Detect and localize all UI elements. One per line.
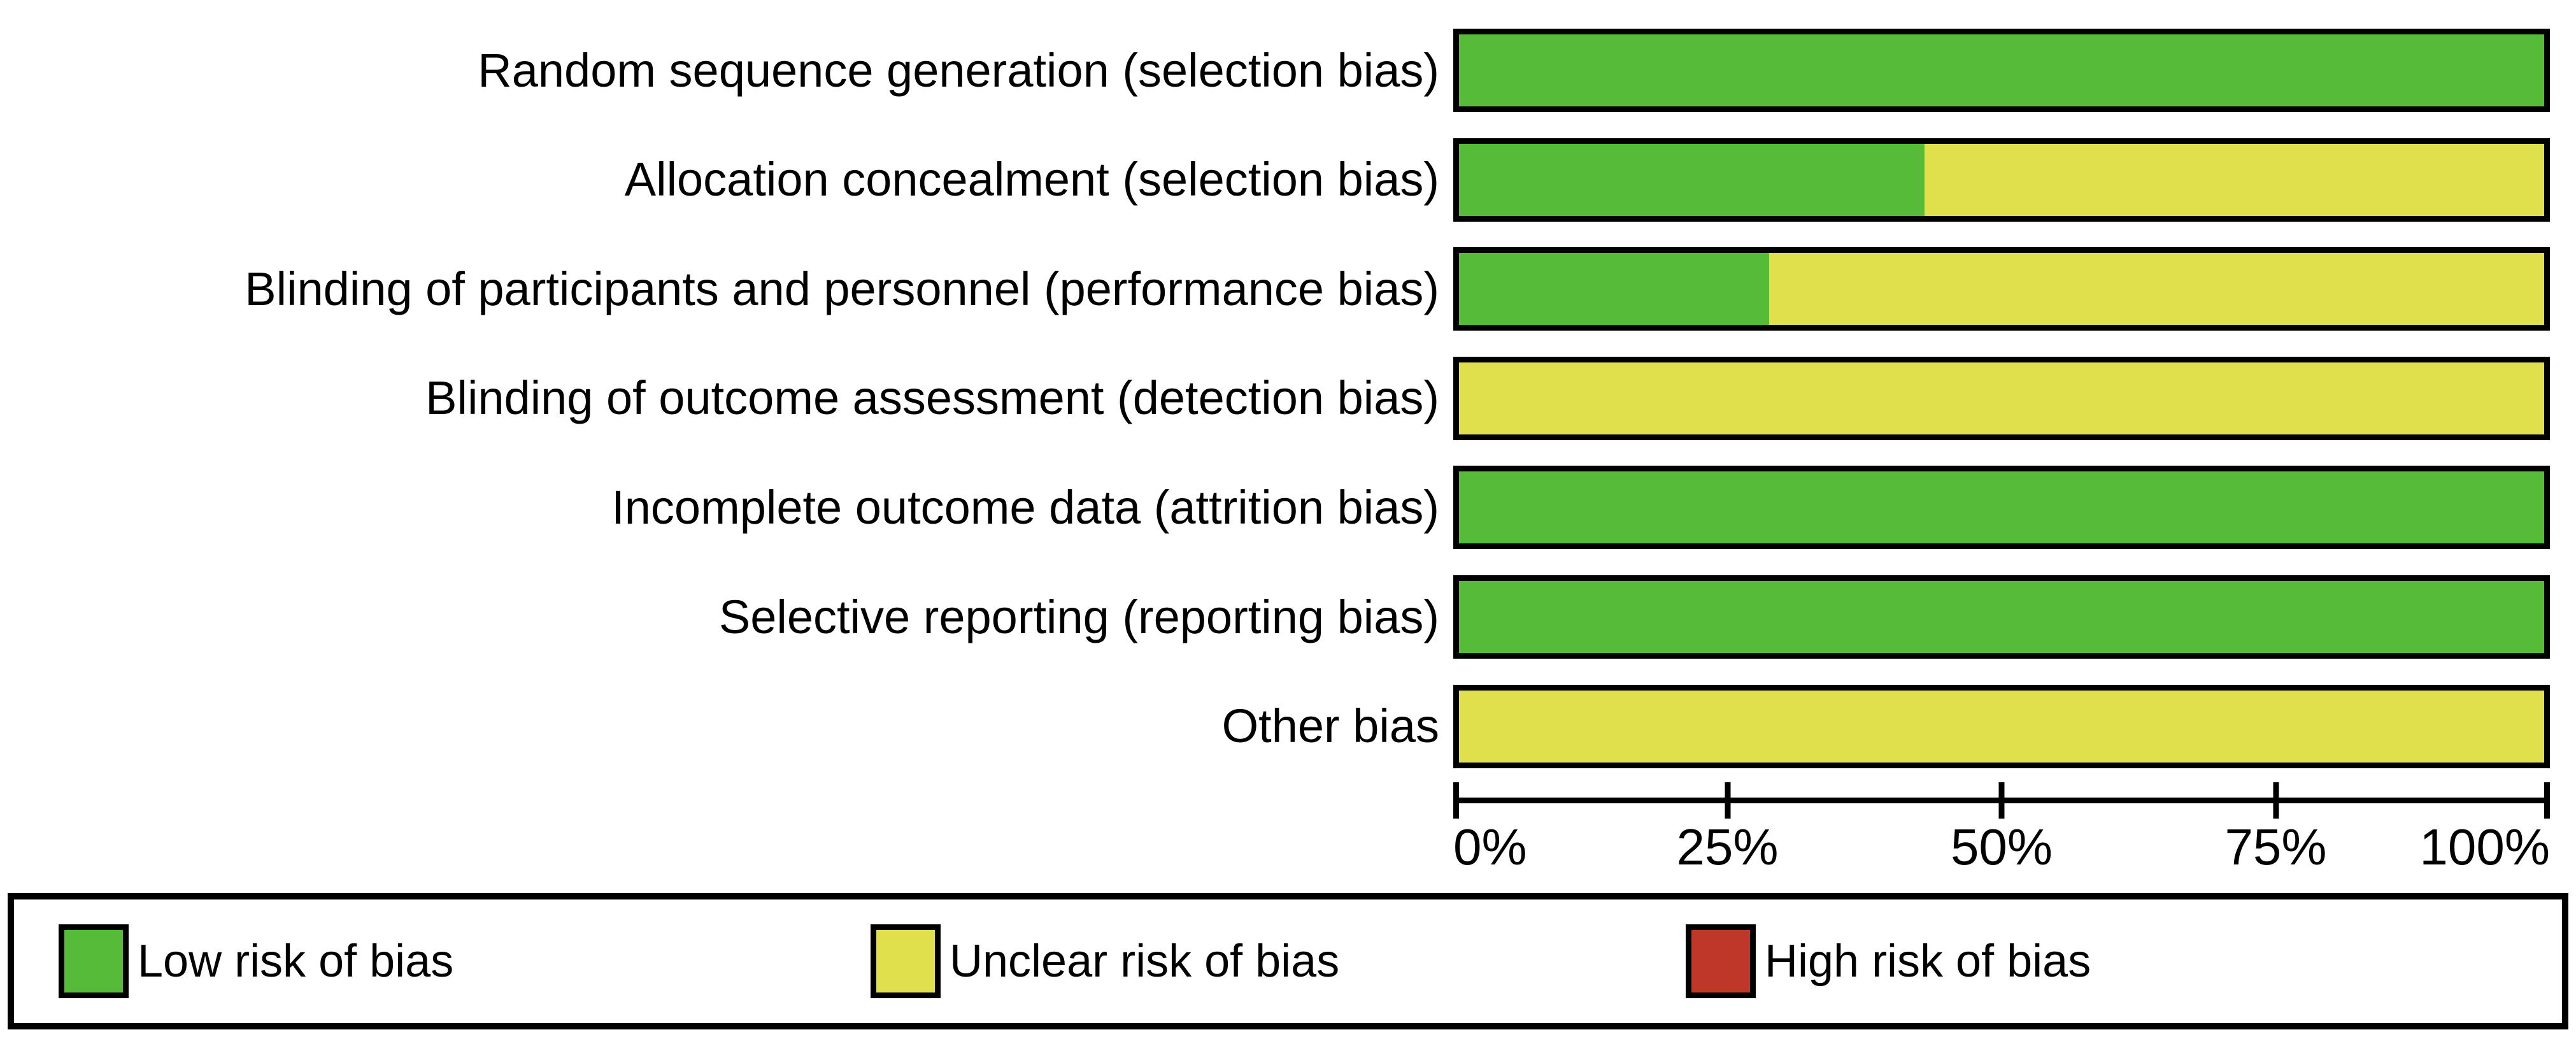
legend-swatch-high-risk <box>1686 924 1756 998</box>
bar-segment-unclear-risk-of-bias <box>1925 143 2544 216</box>
legend-label-high-risk: High risk of bias <box>1765 936 2091 987</box>
legend-label-low-risk: Low risk of bias <box>138 936 454 987</box>
bar-segment-unclear-risk-of-bias <box>1459 362 2544 434</box>
x-axis-tick-75 <box>2273 782 2279 819</box>
x-axis-tick-label: 100% <box>2419 819 2550 875</box>
bar <box>1453 29 2550 112</box>
bar <box>1453 575 2550 659</box>
bar <box>1453 247 2550 331</box>
bar-row: Incomplete outcome data (attrition bias) <box>0 466 2576 550</box>
legend-entry-low-risk: Low risk of bias <box>59 899 453 1023</box>
bar-segment-low-risk-of-bias <box>1459 581 2544 653</box>
x-axis-tick-25 <box>1725 782 1730 819</box>
bar <box>1453 466 2550 550</box>
bar-row: Selective reporting (reporting bias) <box>0 575 2576 659</box>
legend-entry-high-risk: High risk of bias <box>1686 899 2091 1023</box>
x-axis-tick-label: 25% <box>1676 819 1779 875</box>
bar-row: Allocation concealment (selection bias) <box>0 138 2576 222</box>
x-axis-tick-label: 50% <box>1950 819 2053 875</box>
bar <box>1453 356 2550 440</box>
bar-row: Random sequence generation (selection bi… <box>0 29 2576 112</box>
x-axis-tick-100 <box>2544 782 2550 819</box>
bar-row: Blinding of outcome assessment (detectio… <box>0 356 2576 440</box>
bar-segment-low-risk-of-bias <box>1459 34 2544 106</box>
category-label: Blinding of outcome assessment (detectio… <box>425 371 1439 425</box>
legend-box: Low risk of bias Unclear risk of bias Hi… <box>8 893 2568 1029</box>
x-axis: 0% 25% 50% 75% 100% <box>1453 782 2550 897</box>
bar <box>1453 684 2550 768</box>
category-label: Incomplete outcome data (attrition bias) <box>611 480 1439 534</box>
legend-label-unclear-risk: Unclear risk of bias <box>950 936 1340 987</box>
category-label: Other bias <box>1221 699 1439 753</box>
category-label: Blinding of participants and personnel (… <box>245 262 1439 315</box>
legend-swatch-unclear-risk <box>871 924 941 998</box>
bar-segment-low-risk-of-bias <box>1459 143 1925 216</box>
x-axis-tick-label: 75% <box>2224 819 2327 875</box>
x-axis-tick-0 <box>1453 782 1459 819</box>
bar-row: Blinding of participants and personnel (… <box>0 247 2576 331</box>
bar-segment-unclear-risk-of-bias <box>1769 253 2544 326</box>
legend-swatch-low-risk <box>59 924 129 998</box>
category-label: Random sequence generation (selection bi… <box>478 43 1439 97</box>
bar <box>1453 138 2550 222</box>
category-label: Allocation concealment (selection bias) <box>624 153 1439 206</box>
bar-row: Other bias <box>0 684 2576 768</box>
category-label: Selective reporting (reporting bias) <box>718 590 1439 643</box>
x-axis-tick-50 <box>1998 782 2005 819</box>
legend-entry-unclear-risk: Unclear risk of bias <box>871 899 1339 1023</box>
bar-segment-low-risk-of-bias <box>1459 471 2544 544</box>
x-axis-tick-label: 0% <box>1453 819 1527 875</box>
bar-segment-low-risk-of-bias <box>1459 253 1770 326</box>
bar-segment-unclear-risk-of-bias <box>1459 690 2544 763</box>
